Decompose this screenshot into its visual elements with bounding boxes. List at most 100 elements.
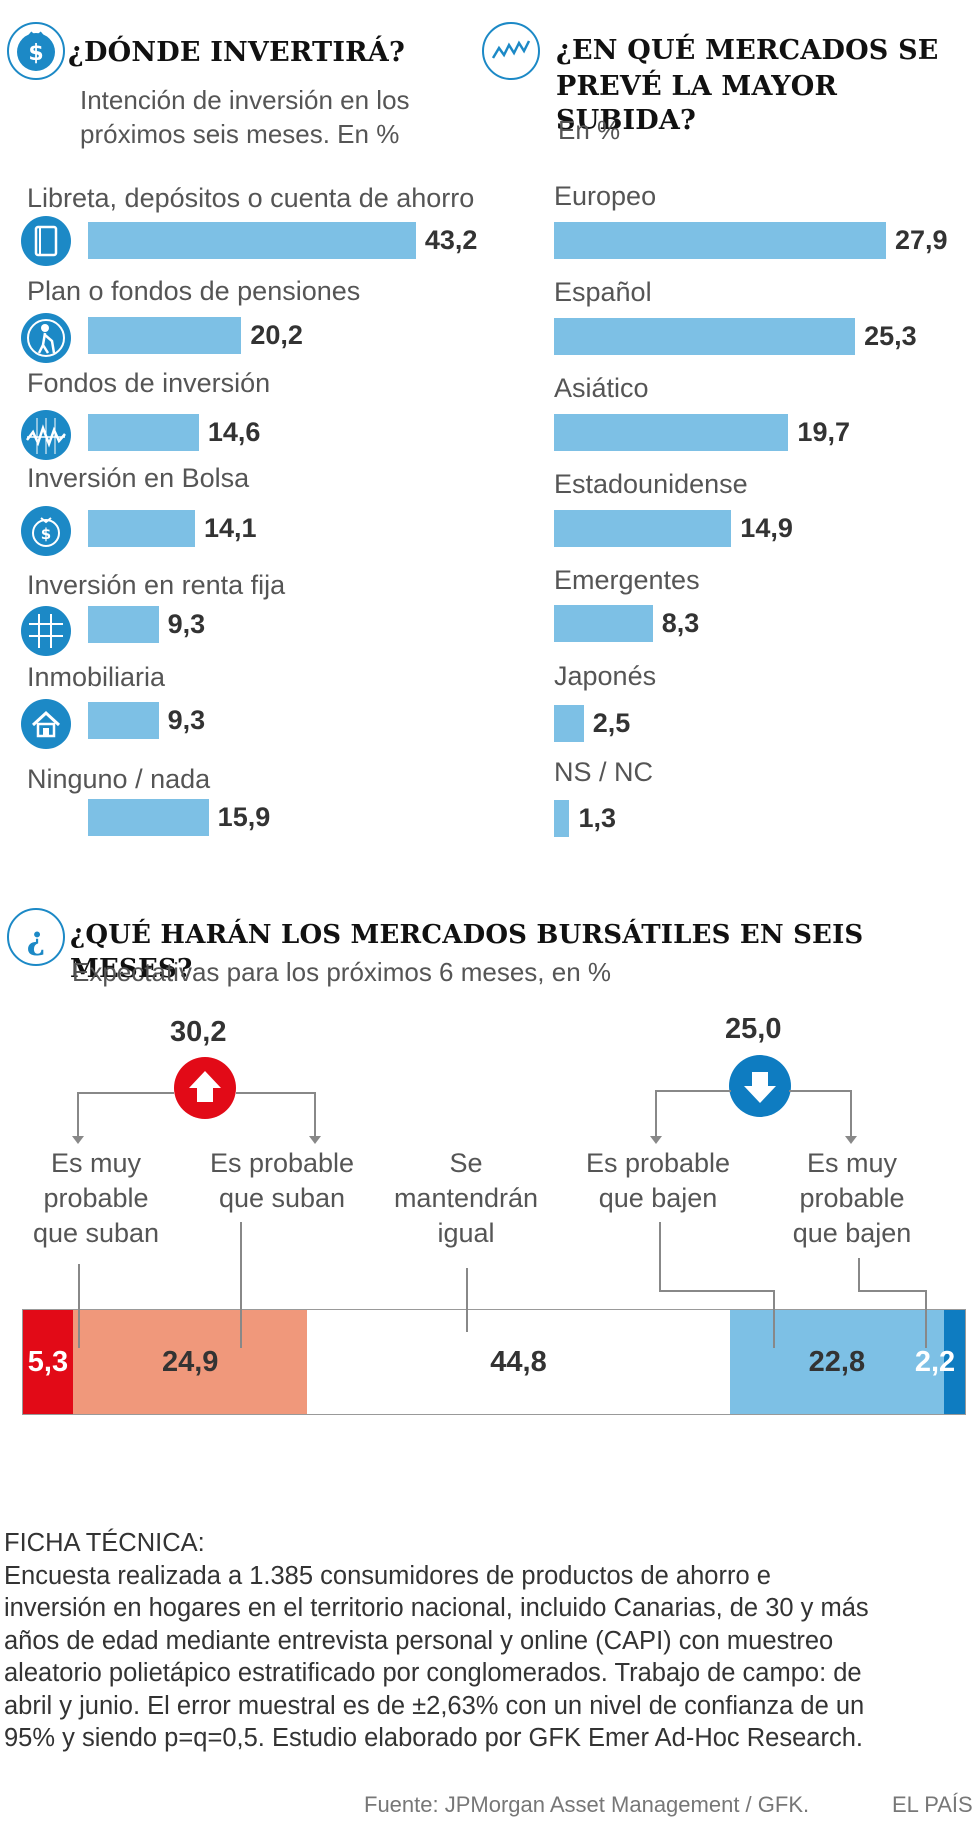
choice-line: Se [449,1148,483,1178]
section1-subtitle-line1: Intención de inversión en los [80,85,410,115]
section2-title-line1: ¿EN QUÉ MERCADOS SE [556,35,939,66]
line-chart-icon [482,22,540,80]
svg-text:$: $ [41,525,51,543]
bar [554,800,570,837]
value-label: 1,3 [578,803,617,833]
pointer-line [659,1290,774,1292]
up-total-label: 30,2 [170,1016,227,1048]
category-label: Europeo [554,181,657,211]
value-label: 43,2 [424,225,478,255]
ficha-heading: FICHA TÉCNICA: [4,1529,205,1557]
house-icon [21,699,71,749]
value-label: 14,6 [207,417,261,447]
category-label: Fondos de inversión [27,368,271,398]
section1-title: ¿DÓNDE INVERTIRÁ? [68,37,405,68]
category-label: Asiático [554,373,649,403]
choice-line: que bajen [792,1218,912,1248]
value-label: 20,2 [250,320,303,350]
choice-line: Es probable [585,1148,731,1178]
choice-line: Es muy [806,1148,898,1178]
category-label: Libreta, depósitos o cuenta de ahorro [27,183,475,213]
value-label: 9,3 [167,705,206,735]
value-label: 9,3 [167,609,206,639]
arrowhead [309,1136,321,1144]
bar [88,799,209,836]
arrow-up-icon [174,1057,236,1119]
arrowhead [72,1136,84,1144]
section2-subtitle: En % [558,115,621,145]
section1-subtitle-line2: próximos seis meses. En % [80,119,400,149]
segment-likely-up [72,1310,308,1414]
bar [88,606,159,643]
ficha-line: años de edad mediante entrevista persona… [4,1626,834,1655]
connector-line [77,1092,79,1138]
pointer-line [78,1264,80,1348]
connector-line [655,1090,657,1138]
arrowhead [845,1136,857,1144]
question-mark-icon: ¿ [7,908,65,966]
choice-line: probable [799,1183,905,1213]
value-label: 27,9 [895,225,948,255]
bar [88,414,199,451]
segment-likely-down [729,1310,945,1414]
ficha-line: Encuesta realizada a 1.385 consumidores … [4,1561,771,1590]
segment-value: 2,2 [914,1346,956,1378]
bar [88,317,242,354]
pointer-line [858,1290,926,1292]
choice-line: mantendrán [393,1183,539,1213]
svg-text:$: $ [28,41,43,66]
source-note: Fuente: JPMorgan Asset Management / GFK. [364,1792,810,1817]
stacked-bar-frame [22,1309,966,1415]
grid-icon [21,606,71,656]
choice-line: que bajen [598,1183,718,1213]
choice-likely-down: Es probable que bajen [572,1146,744,1216]
choice-line: que suban [32,1218,160,1248]
choice-line: Es probable [209,1148,355,1178]
value-label: 14,1 [204,513,257,543]
value-label: 19,7 [797,417,850,447]
value-label: 8,3 [661,608,700,638]
category-label: Ninguno / nada [27,764,211,794]
connector-line [655,1090,731,1092]
bar [554,414,789,451]
down-total-label: 25,0 [725,1013,782,1045]
ficha-tecnica: FICHA TÉCNICA: Encuesta realizada a 1.38… [4,1527,976,1755]
connector-line [77,1092,174,1094]
category-label: Español [554,277,652,307]
arrow-down-icon [729,1055,791,1117]
category-label: NS / NC [554,757,654,787]
choice-very-likely-up: Es muy probable que suban [10,1146,182,1251]
segment-very-likely-up [23,1310,73,1414]
pointer-line [925,1290,927,1348]
category-label: Japonés [554,661,657,691]
value-label: 15,9 [217,802,271,832]
choice-line: que suban [218,1183,346,1213]
elderly-person-icon [21,313,71,363]
bar [88,222,416,259]
connector-line [789,1090,851,1092]
category-label: Emergentes [554,565,700,595]
segment-value: 22,8 [808,1346,866,1378]
bar [554,222,886,259]
brand-logo: EL PAÍS [892,1792,973,1817]
choice-line: Es muy [50,1148,142,1178]
category-label: Inmobiliaria [27,662,166,692]
svg-text:¿: ¿ [27,919,46,957]
value-label: 14,9 [740,513,793,543]
bar [554,705,584,742]
category-label: Estadounidense [554,469,748,499]
bar [88,702,159,739]
pointer-line [659,1222,661,1292]
dollar-bag-icon: $ [21,506,71,556]
category-label: Inversión en renta fija [27,570,286,600]
section2-title-line2: PREVÉ LA MAYOR SUBIDA? [556,71,838,136]
connector-line [236,1092,316,1094]
category-label: Plan o fondos de pensiones [27,276,361,306]
section3-title: ¿QUÉ HARÁN LOS MERCADOS BURSÁTILES EN SE… [70,920,864,984]
ficha-line: 95% y siendo p=q=0,5. Estudio elaborado … [4,1724,863,1752]
pointer-line [773,1290,775,1348]
choice-line: igual [437,1218,495,1248]
choice-very-likely-down: Es muy probable que bajen [766,1146,938,1251]
connector-line [314,1092,316,1138]
bar [554,318,856,355]
